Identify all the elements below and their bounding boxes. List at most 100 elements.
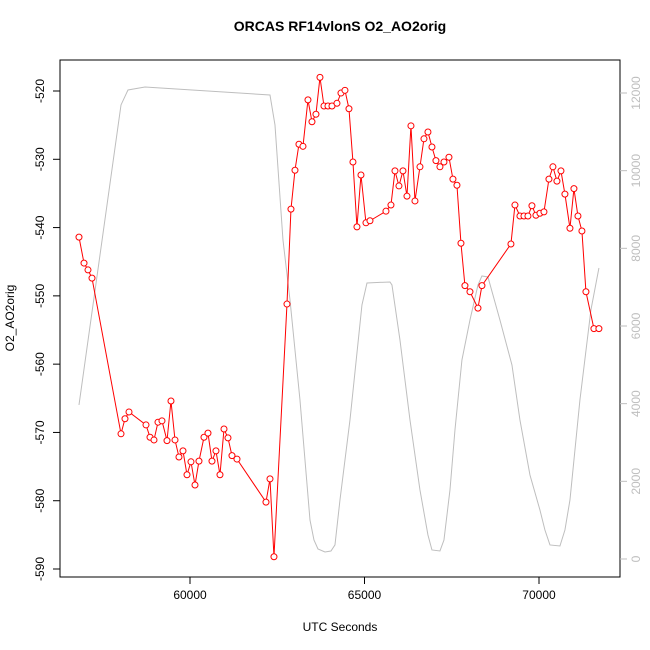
data-point — [183, 471, 191, 479]
data-point — [216, 471, 224, 479]
y-tick-label: -530 — [33, 147, 47, 171]
data-point — [233, 455, 241, 463]
data-point — [578, 227, 586, 235]
data-point — [511, 201, 519, 209]
data-point — [457, 239, 465, 247]
chart-title: ORCAS RF14vlonS O2_AO2orig — [234, 18, 446, 34]
data-point — [416, 163, 424, 171]
data-point — [407, 122, 415, 130]
data-point — [212, 447, 220, 455]
data-point — [291, 166, 299, 174]
y-tick-label: -520 — [33, 79, 47, 103]
data-point — [411, 197, 419, 205]
data-point — [528, 202, 536, 210]
data-point — [424, 128, 432, 136]
data-point — [382, 207, 390, 215]
data-point — [187, 458, 195, 466]
plot-frame — [59, 59, 621, 578]
data-point — [204, 429, 212, 437]
data-point — [80, 259, 88, 267]
data-point — [208, 457, 216, 465]
data-point — [403, 192, 411, 200]
data-point — [308, 118, 316, 126]
data-point — [478, 282, 486, 290]
data-point — [150, 436, 158, 444]
y-tick-label: -550 — [33, 284, 47, 308]
y-tick-label: -560 — [33, 352, 47, 376]
data-point — [387, 201, 395, 209]
data-point — [366, 217, 374, 225]
data-point — [304, 96, 312, 104]
data-point — [561, 190, 569, 198]
data-point — [449, 175, 457, 183]
x-tick-label: 60000 — [173, 588, 207, 602]
y-tick-label: -540 — [33, 215, 47, 239]
data-point — [453, 181, 461, 189]
data-point — [283, 300, 291, 308]
y2-tick-label: 12000 — [629, 76, 643, 110]
data-point — [228, 452, 236, 460]
y2-tick-label: 4000 — [629, 390, 643, 417]
data-point — [299, 142, 307, 150]
y-tick-label: -570 — [33, 420, 47, 444]
data-point — [428, 143, 436, 151]
data-point — [445, 153, 453, 161]
data-point — [195, 457, 203, 465]
data-point — [220, 425, 228, 433]
data-point — [75, 233, 83, 241]
data-point — [570, 185, 578, 193]
data-point — [125, 408, 133, 416]
data-point — [466, 288, 474, 296]
data-point — [287, 205, 295, 213]
data-point — [553, 177, 561, 185]
data-point — [84, 266, 92, 274]
data-point — [432, 157, 440, 165]
data-point — [312, 110, 320, 118]
data-point — [121, 415, 129, 423]
data-point — [117, 430, 125, 438]
x-tick-label: 65000 — [348, 588, 382, 602]
series-line — [78, 77, 599, 557]
data-point — [333, 99, 341, 107]
y2-tick-label: 8000 — [629, 235, 643, 262]
data-point — [270, 553, 278, 561]
data-point — [399, 167, 407, 175]
x-axis-label: UTC Seconds — [303, 620, 378, 634]
data-point — [341, 86, 349, 94]
data-point — [507, 240, 515, 248]
data-point — [461, 282, 469, 290]
y2-tick-label: 6000 — [629, 312, 643, 339]
data-point — [191, 481, 199, 489]
data-point — [224, 434, 232, 442]
series-line — [78, 86, 600, 553]
data-point — [557, 167, 565, 175]
data-point — [175, 453, 183, 461]
data-point — [436, 163, 444, 171]
data-point — [158, 417, 166, 425]
data-point — [395, 182, 403, 190]
data-point — [262, 498, 270, 506]
data-point — [353, 223, 361, 231]
data-point — [474, 304, 482, 312]
y2-tick-label: 0 — [629, 555, 643, 562]
data-point — [167, 397, 175, 405]
data-point — [524, 212, 532, 220]
y-axis-label: O2_AO2orig — [3, 285, 17, 352]
y2-tick-label: 10000 — [629, 154, 643, 188]
data-point — [540, 208, 548, 216]
data-point — [316, 73, 324, 81]
data-point — [88, 274, 96, 282]
y-tick-label: -580 — [33, 488, 47, 512]
data-point — [349, 158, 357, 166]
data-point — [266, 475, 274, 483]
data-point — [391, 167, 399, 175]
data-point — [440, 158, 448, 166]
data-point — [179, 447, 187, 455]
y2-tick-label: 2000 — [629, 468, 643, 495]
data-point — [142, 421, 150, 429]
x-tick-label: 70000 — [522, 588, 556, 602]
data-point — [595, 325, 603, 333]
data-point — [345, 105, 353, 113]
data-point — [171, 436, 179, 444]
